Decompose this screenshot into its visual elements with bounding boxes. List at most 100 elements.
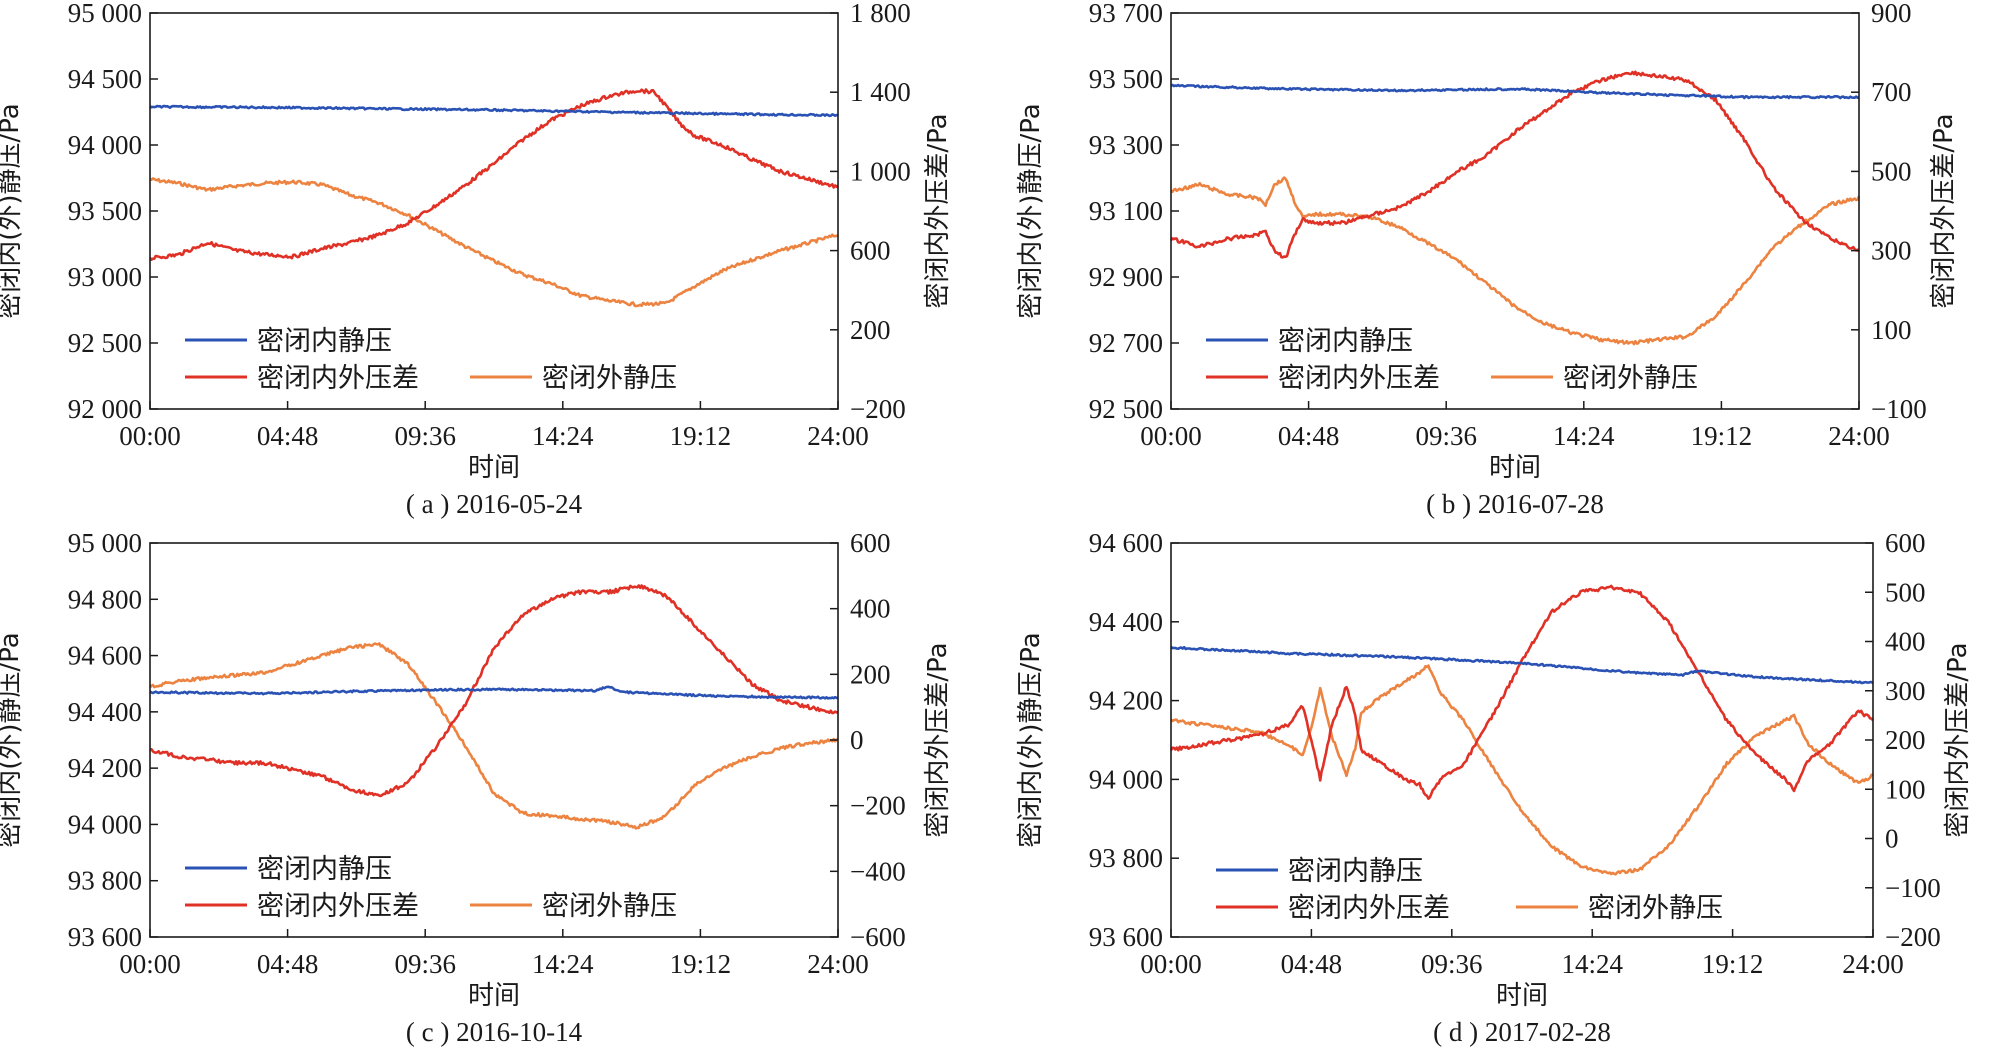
x-tick-label: 14:24: [1553, 421, 1615, 451]
right-tick-label: 600: [850, 528, 891, 558]
y-axis-label-right: 密闭内外压差/Pa: [1929, 113, 1959, 308]
y-axis-label-left: 密闭内(外)静压/Pa: [1016, 632, 1046, 848]
series-line-difference: [1169, 70, 1861, 259]
x-tick-label: 09:36: [394, 949, 456, 979]
chart-panel-4: 93 600 93 800 94 000 94 200 94 400 94 600 −200…: [1016, 528, 1973, 1047]
x-tick-label: 09:36: [1415, 421, 1477, 451]
legend-label-outside: 密闭外静压: [542, 363, 677, 394]
right-tick-label: −200: [1885, 922, 1941, 952]
left-tick-label: 94 600: [68, 641, 142, 671]
right-tick-label: 0: [1885, 824, 1899, 854]
left-tick-label: 93 600: [1089, 922, 1163, 952]
left-tick-label: 94 200: [68, 753, 142, 783]
right-tick-label: 200: [850, 315, 891, 345]
left-tick-label: 94 600: [1089, 528, 1163, 558]
left-tick-label: 93 600: [68, 922, 142, 952]
y-axis-label-left: 密闭内(外)静压/Pa: [0, 103, 25, 319]
x-tick-label: 19:12: [1702, 949, 1764, 979]
series-line-outside: [148, 642, 839, 830]
x-tick-label: 14:24: [532, 949, 594, 979]
series-line-inside: [1170, 645, 1874, 685]
plot-frame: [1170, 12, 1860, 410]
right-tick-label: 400: [850, 594, 891, 624]
panel-caption: ( d ) 2017-02-28: [1433, 1017, 1611, 1047]
left-tick-label: 94 800: [68, 584, 142, 614]
left-tick-label: 94 000: [68, 809, 142, 839]
legend-label-difference: 密闭内外压差: [257, 363, 419, 394]
right-tick-label: −400: [850, 856, 906, 886]
series-line-inside: [149, 104, 839, 118]
x-tick-label: 04:48: [257, 949, 319, 979]
legend-label-outside: 密闭外静压: [1563, 363, 1698, 394]
x-tick-label: 00:00: [119, 949, 181, 979]
plot-frame: [149, 542, 839, 938]
series-line-difference: [1169, 584, 1874, 800]
right-tick-label: −200: [850, 791, 906, 821]
left-tick-label: 92 500: [68, 328, 142, 358]
left-tick-label: 95 000: [68, 0, 142, 28]
x-tick-label: 14:24: [1561, 949, 1623, 979]
left-tick-label: 95 000: [68, 528, 142, 558]
series-line-difference: [149, 584, 839, 798]
right-tick-label: −600: [850, 922, 906, 952]
legend-label-inside: 密闭内静压: [257, 326, 392, 357]
x-tick-label: 24:00: [1828, 421, 1890, 451]
x-tick-label: 24:00: [807, 421, 869, 451]
right-tick-label: −100: [1871, 394, 1927, 424]
left-tick-label: 92 000: [68, 394, 142, 424]
right-tick-label: 500: [1871, 156, 1912, 186]
x-tick-label: 04:48: [1281, 949, 1343, 979]
chart-panel-3: 93 600 93 800 94 000 94 200 94 400 94 600 94 8…: [0, 528, 953, 1047]
right-tick-label: 600: [850, 236, 891, 266]
right-tick-label: 300: [1885, 676, 1926, 706]
x-axis-label: 时间: [468, 453, 520, 483]
x-axis-label: 时间: [468, 981, 520, 1011]
x-tick-label: 19:12: [1691, 421, 1753, 451]
left-tick-label: 93 700: [1089, 0, 1163, 28]
right-tick-label: 1 800: [850, 0, 911, 28]
x-tick-label: 19:12: [670, 949, 732, 979]
left-tick-label: 92 900: [1089, 262, 1163, 292]
right-tick-label: 700: [1871, 77, 1912, 107]
y-axis-label-right: 密闭内外压差/Pa: [1943, 642, 1973, 837]
y-axis-label-left: 密闭内(外)静压/Pa: [1016, 103, 1046, 319]
x-tick-label: 24:00: [807, 949, 869, 979]
left-tick-label: 93 500: [68, 196, 142, 226]
series-line-outside: [149, 177, 839, 308]
right-tick-label: −100: [1885, 873, 1941, 903]
right-tick-label: 100: [1885, 774, 1926, 804]
x-tick-label: 00:00: [1140, 949, 1202, 979]
right-tick-label: 1 400: [850, 77, 911, 107]
x-tick-label: 09:36: [394, 421, 456, 451]
legend-label-difference: 密闭内外压差: [1278, 363, 1440, 394]
right-tick-label: 900: [1871, 0, 1912, 28]
x-tick-label: 24:00: [1842, 949, 1904, 979]
right-tick-label: 100: [1871, 315, 1912, 345]
y-axis-label-right: 密闭内外压差/Pa: [923, 642, 953, 837]
x-axis-label: 时间: [1496, 981, 1548, 1011]
x-axis-label: 时间: [1489, 453, 1541, 483]
right-tick-label: 0: [850, 725, 864, 755]
x-tick-label: 00:00: [119, 421, 181, 451]
right-tick-label: 500: [1885, 577, 1926, 607]
x-tick-label: 09:36: [1421, 949, 1483, 979]
series-line-outside: [1170, 176, 1861, 346]
x-tick-label: 14:24: [532, 421, 594, 451]
left-tick-label: 92 500: [1089, 394, 1163, 424]
legend-label-difference: 密闭内外压差: [257, 891, 419, 922]
plot-frame: [149, 12, 839, 410]
left-tick-label: 93 000: [68, 262, 142, 292]
x-tick-label: 04:48: [257, 421, 319, 451]
left-tick-label: 94 400: [1089, 607, 1163, 637]
legend-label-outside: 密闭外静压: [542, 891, 677, 922]
legend-label-inside: 密闭内静压: [1288, 856, 1423, 887]
series-line-difference: [148, 88, 839, 261]
legend-label-inside: 密闭内静压: [257, 854, 392, 885]
right-tick-label: 300: [1871, 236, 1912, 266]
x-tick-label: 00:00: [1140, 421, 1202, 451]
right-tick-label: 200: [850, 659, 891, 689]
